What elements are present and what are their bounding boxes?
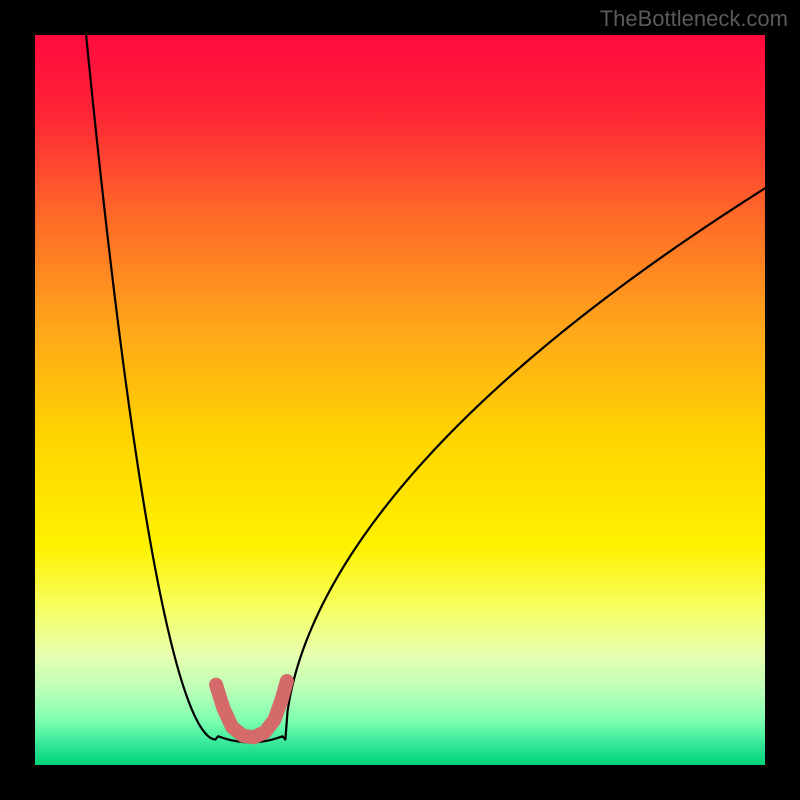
plot-area xyxy=(35,35,765,765)
watermark-text: TheBottleneck.com xyxy=(600,6,788,32)
chart-frame: TheBottleneck.com xyxy=(0,0,800,800)
gradient-background xyxy=(35,35,765,765)
bottleneck-chart-svg xyxy=(35,35,765,765)
